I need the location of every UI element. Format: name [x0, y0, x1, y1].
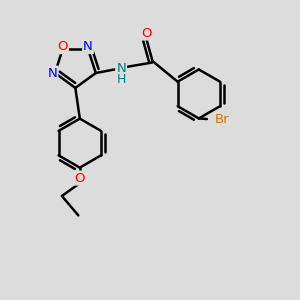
Text: Br: Br [214, 112, 229, 125]
Text: N: N [48, 67, 57, 80]
Text: O: O [58, 40, 68, 53]
Text: N: N [83, 40, 93, 53]
Text: H: H [117, 74, 127, 86]
Text: N: N [116, 62, 126, 75]
Text: O: O [141, 26, 152, 40]
Text: O: O [75, 172, 85, 184]
